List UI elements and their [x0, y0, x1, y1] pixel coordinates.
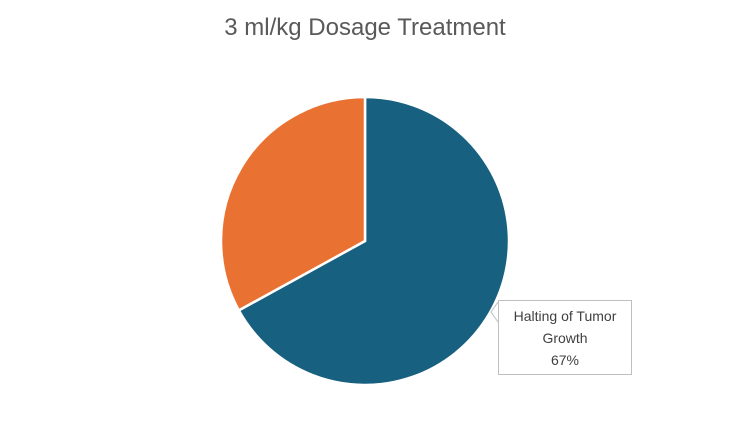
pie-slice-2 [219, 95, 367, 313]
pie-slice-1 [237, 95, 511, 387]
data-label-callout: Halting of Tumor Growth 67% [498, 300, 632, 375]
data-label-leader [490, 301, 499, 323]
pie-slices [219, 95, 511, 387]
data-label-percent: 67% [550, 352, 580, 368]
chart-title: 3 ml/kg Dosage Treatment [224, 14, 506, 41]
data-label-category: Halting of Tumor Growth [513, 308, 617, 346]
